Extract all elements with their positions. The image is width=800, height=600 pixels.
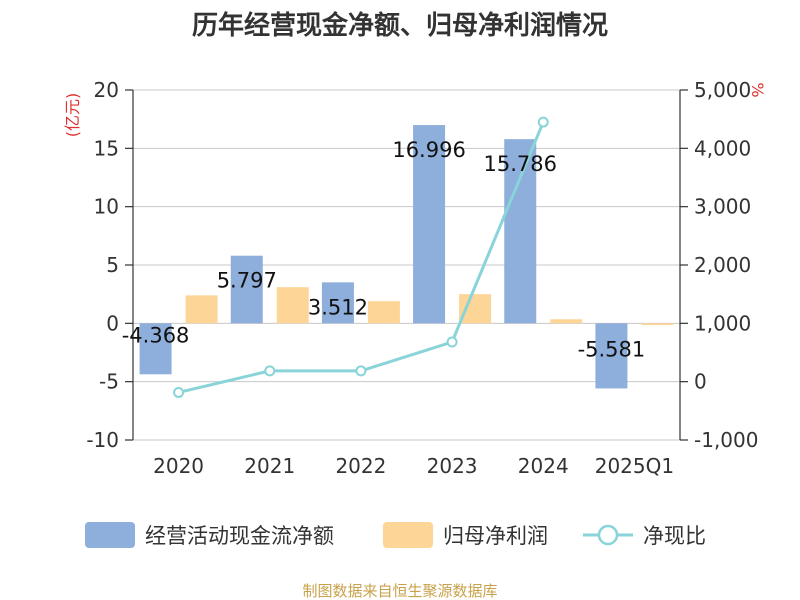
legend-label-ratio: 净现比 (643, 524, 706, 548)
bar-cashflow (504, 139, 537, 324)
bar-netprofit (641, 323, 674, 326)
data-label: 15.786 (484, 152, 557, 176)
category-label: 2024 (518, 454, 569, 478)
right-tick-label: 5,000 (694, 78, 751, 102)
right-tick-label: 1,000 (694, 311, 751, 335)
bars (139, 125, 674, 389)
legend: 经营活动现金流净额 归母净利润 净现比 (85, 522, 706, 548)
left-tick-label: 20 (94, 78, 119, 102)
right-tick-label: 0 (694, 370, 707, 394)
bar-netprofit (185, 295, 218, 324)
category-label: 2022 (335, 454, 386, 478)
category-label: 2023 (427, 454, 478, 478)
left-tick-label: 5 (106, 253, 119, 277)
chart-title: 历年经营现金净额、归母净利润情况 (192, 10, 608, 41)
right-tick-label: 2,000 (694, 253, 751, 277)
axes: -10 -5 0 5 10 15 20 -1,000 0 1,000 2,000 3,000 4,000… (86, 78, 758, 478)
ratio-point (173, 386, 185, 398)
right-tick-label: 3,000 (694, 195, 751, 219)
data-label: -4.368 (122, 323, 190, 347)
data-label: 5.797 (217, 269, 277, 293)
legend-swatch-netprofit (383, 522, 433, 548)
left-tick-label: -5 (99, 370, 119, 394)
bar-netprofit (276, 287, 309, 324)
data-label: -5.581 (578, 337, 646, 361)
bar-cashflow (413, 125, 446, 324)
left-tick-label: 0 (106, 311, 119, 335)
bar-cashflow (230, 255, 263, 324)
legend-label-netprofit: 归母净利润 (443, 524, 548, 548)
left-tick-label: -10 (86, 428, 119, 452)
bar-cashflow (595, 323, 628, 389)
legend-label-cashflow: 经营活动现金流净额 (145, 524, 334, 548)
ratio-point (264, 365, 276, 377)
left-axis-unit: (亿元) (63, 93, 82, 138)
right-axis-unit: % (748, 82, 767, 97)
data-labels: -4.368 5.797 3.512 16.996 15.786 -5.581 (122, 138, 646, 361)
bar-netprofit (459, 294, 492, 324)
bar-cashflow (139, 323, 172, 375)
legend-swatch-cashflow (85, 522, 135, 548)
category-label: 2020 (153, 454, 204, 478)
ratio-point (355, 365, 367, 377)
right-tick-label: 4,000 (694, 136, 751, 160)
left-tick-label: 15 (94, 136, 119, 160)
category-label: 2021 (244, 454, 295, 478)
ratio-line (173, 116, 549, 398)
source-note: 制图数据来自恒生聚源数据库 (302, 582, 497, 600)
left-tick-label: 10 (94, 195, 119, 219)
data-label: 16.996 (392, 138, 465, 162)
ratio-point (446, 336, 458, 348)
bar-netprofit (550, 319, 583, 324)
legend-marker-ratio (597, 524, 619, 546)
right-tick-label: -1,000 (694, 428, 758, 452)
bar-netprofit (367, 301, 400, 324)
ratio-point (537, 116, 549, 128)
category-label: 2025Q1 (595, 454, 674, 478)
data-label: 3.512 (308, 295, 368, 319)
bar-cashflow (321, 282, 354, 324)
